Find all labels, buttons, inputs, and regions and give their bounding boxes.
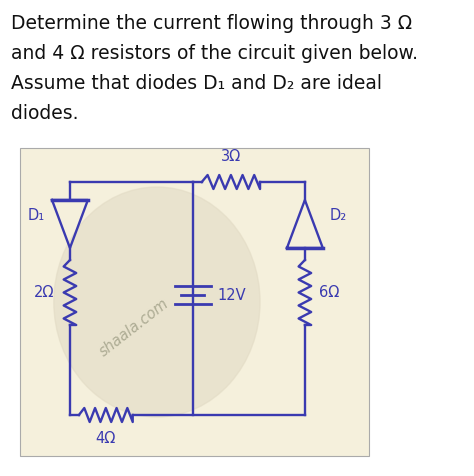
Text: D₂: D₂ bbox=[330, 208, 347, 224]
Circle shape bbox=[54, 187, 260, 417]
Text: Assume that diodes D₁ and D₂ are ideal: Assume that diodes D₁ and D₂ are ideal bbox=[11, 74, 382, 93]
Text: and 4 Ω resistors of the circuit given below.: and 4 Ω resistors of the circuit given b… bbox=[11, 44, 418, 63]
FancyBboxPatch shape bbox=[20, 148, 369, 456]
Text: 6Ω: 6Ω bbox=[319, 285, 339, 300]
Text: diodes.: diodes. bbox=[11, 104, 78, 123]
Text: 12V: 12V bbox=[218, 288, 246, 303]
Text: 3Ω: 3Ω bbox=[221, 149, 241, 164]
Text: 2Ω: 2Ω bbox=[34, 285, 54, 300]
Text: shaala.com: shaala.com bbox=[97, 296, 172, 360]
Text: D₁: D₁ bbox=[27, 208, 45, 224]
Text: Determine the current flowing through 3 Ω: Determine the current flowing through 3 … bbox=[11, 14, 412, 33]
Text: 4Ω: 4Ω bbox=[96, 431, 116, 446]
